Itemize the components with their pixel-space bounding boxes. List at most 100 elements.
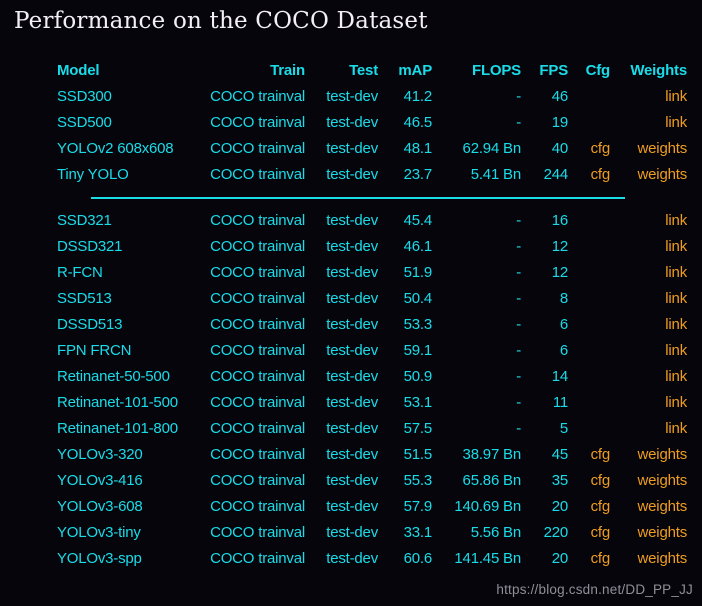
fps-cell: 45 bbox=[551, 446, 568, 463]
flops-cell: 62.94 Bn bbox=[462, 140, 521, 157]
cfg-cell bbox=[568, 312, 610, 338]
weights-link[interactable]: link bbox=[665, 420, 687, 437]
cfg-link[interactable]: cfg bbox=[590, 472, 610, 489]
weights-link[interactable]: link bbox=[665, 342, 687, 359]
column-header-model: Model bbox=[57, 62, 100, 79]
watermark: https://blog.csdn.net/DD_PP_JJ bbox=[496, 582, 693, 597]
weights-link[interactable]: link bbox=[665, 212, 687, 229]
test-cell: test-dev bbox=[326, 166, 378, 183]
table-row: YOLOv3-608 COCO trainval test-dev 57.9 140.6… bbox=[57, 494, 687, 520]
cfg-link[interactable]: cfg bbox=[590, 498, 610, 515]
column-header-cfg: Cfg bbox=[585, 62, 610, 79]
cfg-cell bbox=[568, 364, 610, 390]
map-cell: 57.5 bbox=[403, 420, 432, 437]
flops-cell: - bbox=[516, 88, 521, 105]
flops-cell: - bbox=[516, 238, 521, 255]
fps-cell: 35 bbox=[551, 472, 568, 489]
flops-cell: 38.97 Bn bbox=[462, 446, 521, 463]
fps-cell: 6 bbox=[559, 316, 568, 333]
cfg-cell bbox=[568, 416, 610, 442]
weights-link[interactable]: weights bbox=[637, 498, 687, 515]
table-row: YOLOv3-tiny COCO trainval test-dev 33.1 5.56… bbox=[57, 520, 687, 546]
fps-cell: 6 bbox=[559, 342, 568, 359]
weights-link[interactable]: link bbox=[665, 394, 687, 411]
test-cell: test-dev bbox=[326, 446, 378, 463]
flops-cell: - bbox=[516, 394, 521, 411]
test-cell: test-dev bbox=[326, 140, 378, 157]
column-header-fps: FPS bbox=[539, 62, 568, 79]
test-cell: test-dev bbox=[326, 114, 378, 131]
fps-cell: 20 bbox=[551, 550, 568, 567]
weights-link[interactable]: weights bbox=[637, 550, 687, 567]
test-cell: test-dev bbox=[326, 316, 378, 333]
map-cell: 46.5 bbox=[403, 114, 432, 131]
cfg-cell bbox=[568, 234, 610, 260]
cfg-link[interactable]: cfg bbox=[590, 140, 610, 157]
weights-link[interactable]: weights bbox=[637, 524, 687, 541]
column-header-flops: FLOPS bbox=[471, 62, 521, 79]
fps-cell: 12 bbox=[551, 238, 568, 255]
flops-cell: 5.56 Bn bbox=[470, 524, 521, 541]
fps-cell: 14 bbox=[551, 368, 568, 385]
cfg-link[interactable]: cfg bbox=[590, 166, 610, 183]
model-cell: DSSD513 bbox=[57, 316, 123, 333]
weights-link[interactable]: link bbox=[665, 238, 687, 255]
fps-cell: 12 bbox=[551, 264, 568, 281]
map-cell: 45.4 bbox=[403, 212, 432, 229]
flops-cell: - bbox=[516, 212, 521, 229]
model-cell: Retinanet-101-500 bbox=[57, 394, 178, 411]
model-cell: YOLOv3-tiny bbox=[57, 524, 141, 541]
fps-cell: 40 bbox=[551, 140, 568, 157]
table-row: Retinanet-101-800 COCO trainval test-dev 57… bbox=[57, 416, 687, 442]
weights-link[interactable]: link bbox=[665, 368, 687, 385]
column-header-test: Test bbox=[349, 62, 378, 79]
weights-link[interactable]: link bbox=[665, 114, 687, 131]
train-cell: COCO trainval bbox=[210, 524, 305, 541]
fps-cell: 46 bbox=[551, 88, 568, 105]
test-cell: test-dev bbox=[326, 290, 378, 307]
weights-link[interactable]: link bbox=[665, 316, 687, 333]
group-separator bbox=[57, 188, 687, 208]
column-header-weights: Weights bbox=[630, 62, 687, 79]
table-row: DSSD513 COCO trainval test-dev 53.3 - 6 link bbox=[57, 312, 687, 338]
table-row: Retinanet-50-500 COCO trainval test-dev 50.… bbox=[57, 364, 687, 390]
weights-link[interactable]: weights bbox=[637, 446, 687, 463]
model-cell: YOLOv3-608 bbox=[57, 498, 143, 515]
fps-cell: 11 bbox=[552, 394, 568, 411]
table-row: Retinanet-101-500 COCO trainval test-dev 53… bbox=[57, 390, 687, 416]
page-title: Performance on the COCO Dataset bbox=[14, 8, 428, 34]
train-cell: COCO trainval bbox=[210, 290, 305, 307]
table-row: YOLOv3-416 COCO trainval test-dev 55.3 65.86… bbox=[57, 468, 687, 494]
weights-link[interactable]: weights bbox=[637, 166, 687, 183]
map-cell: 51.5 bbox=[403, 446, 432, 463]
cfg-cell bbox=[568, 338, 610, 364]
cfg-link[interactable]: cfg bbox=[590, 524, 610, 541]
table-row: YOLOv3-spp COCO trainval test-dev 60.6 141.4… bbox=[57, 546, 687, 572]
test-cell: test-dev bbox=[326, 212, 378, 229]
weights-link[interactable]: link bbox=[665, 290, 687, 307]
test-cell: test-dev bbox=[326, 264, 378, 281]
model-cell: YOLOv3-spp bbox=[57, 550, 142, 567]
map-cell: 50.4 bbox=[403, 290, 432, 307]
test-cell: test-dev bbox=[326, 88, 378, 105]
model-cell: Retinanet-101-800 bbox=[57, 420, 178, 437]
flops-cell: - bbox=[516, 114, 521, 131]
weights-link[interactable]: weights bbox=[637, 472, 687, 489]
train-cell: COCO trainval bbox=[210, 498, 305, 515]
map-cell: 60.6 bbox=[403, 550, 432, 567]
weights-link[interactable]: link bbox=[665, 88, 687, 105]
cfg-link[interactable]: cfg bbox=[590, 550, 610, 567]
weights-link[interactable]: link bbox=[665, 264, 687, 281]
weights-link[interactable]: weights bbox=[637, 140, 687, 157]
cfg-link[interactable]: cfg bbox=[590, 446, 610, 463]
fps-cell: 16 bbox=[551, 212, 568, 229]
model-cell: SSD321 bbox=[57, 212, 112, 229]
train-cell: COCO trainval bbox=[210, 342, 305, 359]
train-cell: COCO trainval bbox=[210, 420, 305, 437]
test-cell: test-dev bbox=[326, 342, 378, 359]
test-cell: test-dev bbox=[326, 420, 378, 437]
train-cell: COCO trainval bbox=[210, 472, 305, 489]
fps-cell: 20 bbox=[551, 498, 568, 515]
flops-cell: - bbox=[516, 290, 521, 307]
